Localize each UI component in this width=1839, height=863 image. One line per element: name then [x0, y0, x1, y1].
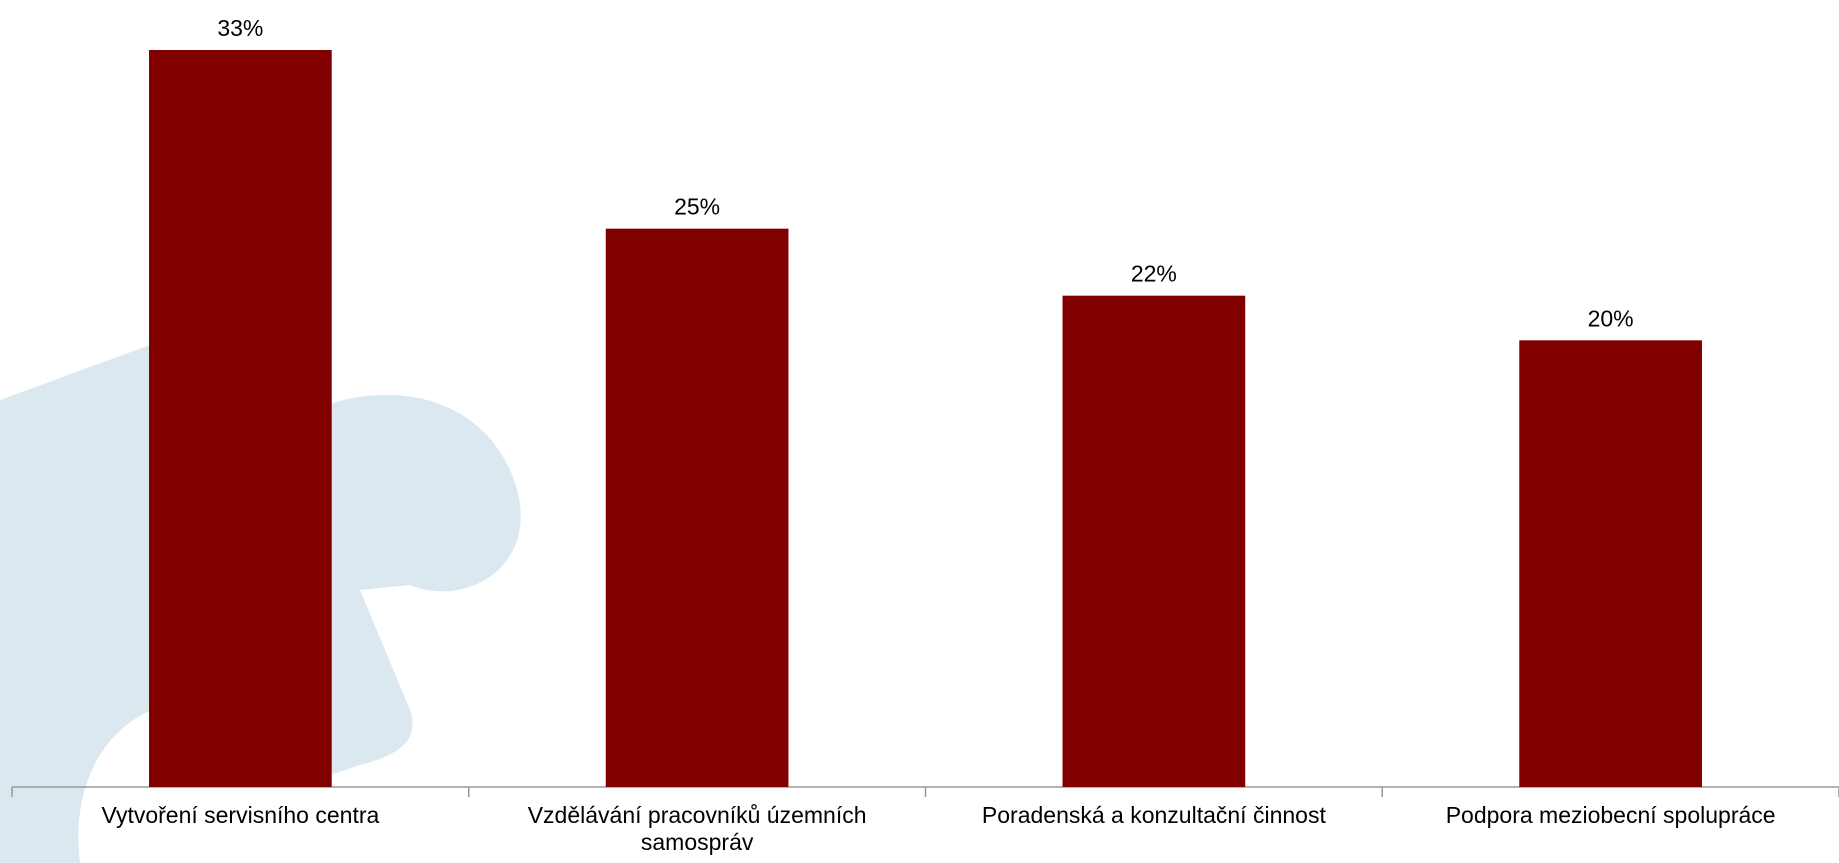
bar [1519, 340, 1702, 787]
data-label: 20% [1588, 305, 1634, 331]
data-label: 22% [1131, 261, 1177, 287]
x-tick-label: Poradenská a konzultační činnost [981, 802, 1326, 828]
bar [1062, 295, 1246, 787]
bar [605, 228, 789, 787]
x-tick-label: Vzdělávání pracovníků územních samospráv [527, 802, 867, 855]
x-tick-label: Vytvoření servisního centra [101, 802, 380, 828]
data-label: 33% [217, 15, 263, 41]
data-label: 25% [674, 194, 720, 220]
bar [149, 50, 332, 787]
x-tick-label: Podpora meziobecní spolupráce [1445, 802, 1776, 828]
